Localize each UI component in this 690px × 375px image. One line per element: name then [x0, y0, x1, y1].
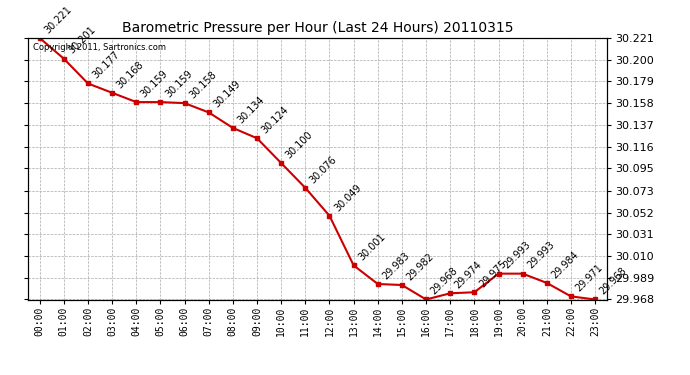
- Text: 29.993: 29.993: [502, 240, 532, 271]
- Text: 30.158: 30.158: [188, 69, 218, 100]
- Text: 30.134: 30.134: [236, 94, 266, 125]
- Text: 30.201: 30.201: [67, 25, 97, 56]
- Text: 30.159: 30.159: [164, 68, 194, 99]
- Text: 29.983: 29.983: [381, 250, 411, 281]
- Text: 30.159: 30.159: [139, 68, 170, 99]
- Text: 29.968: 29.968: [598, 266, 629, 297]
- Text: 30.049: 30.049: [333, 182, 363, 213]
- Text: Copyright 2011, Sartronics.com: Copyright 2011, Sartronics.com: [33, 43, 166, 52]
- Text: 30.168: 30.168: [115, 59, 146, 90]
- Text: 30.124: 30.124: [260, 105, 290, 135]
- Title: Barometric Pressure per Hour (Last 24 Hours) 20110315: Barometric Pressure per Hour (Last 24 Ho…: [121, 21, 513, 35]
- Text: 29.982: 29.982: [405, 251, 435, 282]
- Text: 30.177: 30.177: [91, 50, 121, 81]
- Text: 29.993: 29.993: [526, 240, 556, 271]
- Text: 29.984: 29.984: [550, 249, 580, 280]
- Text: 29.975: 29.975: [477, 258, 509, 290]
- Text: 30.076: 30.076: [308, 154, 339, 185]
- Text: 30.221: 30.221: [43, 4, 73, 35]
- Text: 30.149: 30.149: [212, 79, 242, 110]
- Text: 29.968: 29.968: [429, 266, 460, 297]
- Text: 30.100: 30.100: [284, 129, 315, 160]
- Text: 30.001: 30.001: [357, 232, 387, 262]
- Text: 29.974: 29.974: [453, 260, 484, 291]
- Text: 29.971: 29.971: [574, 262, 604, 294]
